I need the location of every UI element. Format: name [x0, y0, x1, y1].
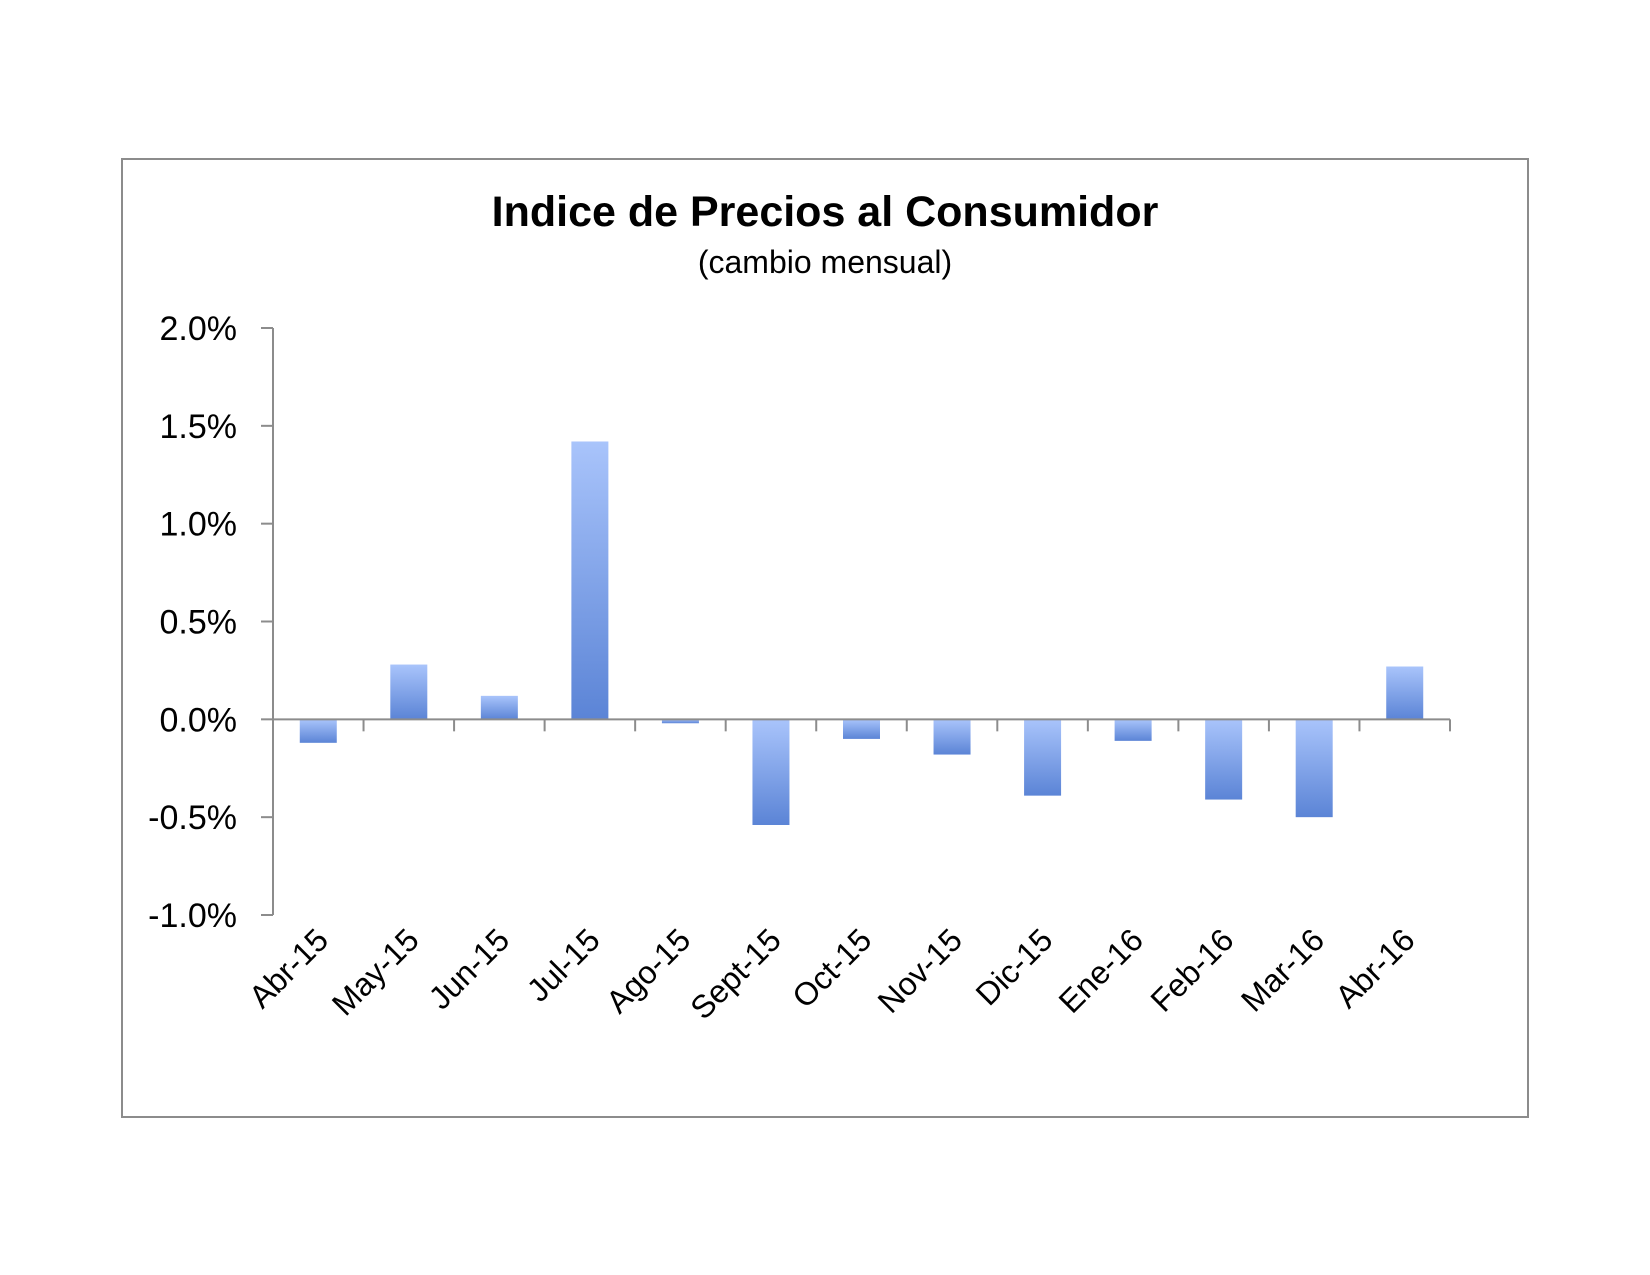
bar-chart-plot: 2.0% 1.5% 1.0% 0.5% 0.0% -0.5% -1.0% Abr-15May…: [148, 310, 1451, 1026]
x-tick-label: Oct-15: [785, 921, 878, 1014]
y-axis-ticks: 2.0% 1.5% 1.0% 0.5% 0.0% -0.5% -1.0%: [148, 310, 273, 935]
x-tick-label: Jul-15: [520, 921, 607, 1008]
y-tick-label: 0.0%: [160, 701, 238, 739]
y-tick-label: 0.5%: [160, 604, 238, 642]
bar: [1386, 666, 1424, 720]
bar: [933, 719, 971, 755]
bar: [480, 695, 518, 720]
y-tick-label: 2.0%: [160, 310, 238, 348]
bar: [752, 719, 790, 825]
x-tick-label: Dic-15: [969, 921, 1060, 1012]
chart-subtitle: (cambio mensual): [697, 244, 953, 280]
x-tick-label: Ago-15: [599, 921, 697, 1019]
bar: [299, 719, 337, 743]
x-tick-label: Abr-15: [242, 921, 335, 1014]
y-tick-label: 1.5%: [160, 408, 238, 446]
bar: [390, 664, 428, 720]
bar: [571, 441, 609, 720]
bar: [1205, 719, 1243, 800]
x-tick-label: Nov-15: [871, 921, 969, 1019]
x-tick-label: Abr-16: [1328, 921, 1421, 1014]
x-tick-label: May-15: [325, 921, 426, 1022]
axes-group: [272, 328, 1451, 915]
bar: [1024, 719, 1062, 796]
y-tick-label: -0.5%: [148, 799, 237, 837]
x-tick-label: Sept-15: [683, 921, 788, 1026]
y-tick-label: -1.0%: [148, 897, 237, 935]
bar: [1114, 719, 1152, 741]
x-tick-label: Feb-16: [1143, 921, 1240, 1018]
x-tick-label: Ene-16: [1052, 921, 1150, 1019]
bar: [843, 719, 880, 739]
bar: [661, 719, 699, 724]
chart-title: Indice de Precios al Consumidor: [491, 188, 1159, 236]
y-tick-label: 1.0%: [160, 506, 238, 544]
chart-frame: Indice de Precios al Consumidor (cambio …: [121, 158, 1529, 1118]
x-tick-label: Mar-16: [1234, 921, 1331, 1018]
bars-group: [299, 441, 1424, 825]
bar: [1295, 719, 1333, 818]
x-tick-label: Jun-15: [422, 921, 517, 1016]
